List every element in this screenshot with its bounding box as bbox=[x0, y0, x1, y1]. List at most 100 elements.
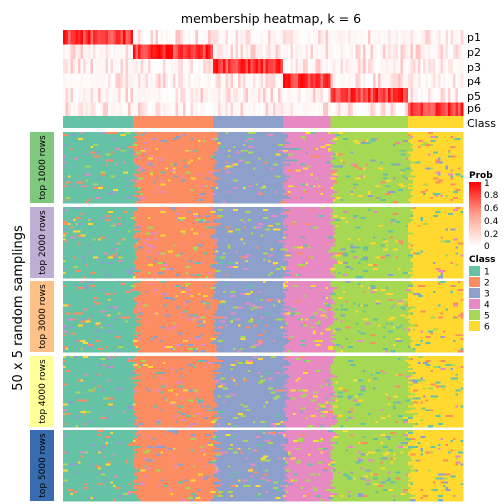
class-cell bbox=[343, 116, 346, 128]
prob-cell bbox=[143, 30, 146, 45]
membership-cell bbox=[200, 161, 211, 164]
membership-cell bbox=[278, 191, 286, 194]
membership-cell bbox=[353, 234, 361, 237]
membership-cell bbox=[190, 167, 199, 170]
membership-cell bbox=[270, 183, 281, 186]
membership-cell bbox=[370, 208, 379, 212]
membership-cell bbox=[88, 199, 91, 202]
membership-cell bbox=[108, 169, 116, 172]
membership-cell bbox=[168, 216, 176, 220]
membership-cell bbox=[68, 222, 71, 226]
membership-cell bbox=[348, 228, 354, 231]
membership-cell bbox=[403, 210, 406, 214]
membership-cell bbox=[298, 165, 309, 168]
membership-cell bbox=[98, 191, 101, 194]
membership-cell bbox=[288, 151, 294, 154]
membership-cell bbox=[95, 135, 104, 139]
membership-cell bbox=[135, 175, 139, 178]
prob-cell bbox=[230, 102, 234, 117]
prob-cell bbox=[435, 88, 439, 103]
prob-cell bbox=[353, 44, 356, 59]
membership-cell bbox=[150, 181, 154, 184]
membership-cell bbox=[148, 179, 151, 182]
membership-cell bbox=[138, 195, 144, 198]
membership-cell bbox=[190, 137, 194, 141]
membership-cell bbox=[170, 214, 179, 218]
membership-cell bbox=[340, 197, 346, 200]
membership-cell bbox=[415, 175, 424, 178]
prob-cell bbox=[455, 30, 459, 45]
membership-cell bbox=[458, 132, 464, 135]
membership-cell bbox=[65, 240, 69, 243]
class-cell bbox=[333, 116, 336, 128]
membership-cell bbox=[428, 132, 434, 135]
membership-cell bbox=[260, 167, 271, 170]
membership-cell bbox=[273, 155, 281, 158]
prob-cell bbox=[325, 73, 329, 88]
membership-cell bbox=[148, 242, 159, 245]
membership-cell bbox=[100, 216, 106, 220]
membership-cell bbox=[98, 212, 106, 216]
membership-cell bbox=[363, 167, 366, 170]
membership-cell bbox=[305, 183, 309, 186]
membership-cell bbox=[143, 135, 146, 139]
prob-cell bbox=[115, 59, 119, 74]
membership-cell bbox=[208, 139, 216, 143]
prob-cell bbox=[203, 59, 206, 74]
prob-cell bbox=[120, 88, 124, 103]
membership-cell bbox=[90, 145, 94, 149]
prob-cell bbox=[343, 88, 346, 103]
membership-cell bbox=[85, 185, 89, 188]
membership-cell bbox=[255, 226, 261, 229]
prob-cell bbox=[270, 102, 274, 117]
membership-cell bbox=[375, 232, 379, 235]
membership-cell bbox=[118, 151, 126, 154]
class-cell bbox=[373, 116, 376, 128]
membership-cell bbox=[378, 139, 389, 143]
class-cell bbox=[135, 116, 139, 128]
prob-cell bbox=[430, 102, 434, 117]
membership-cell bbox=[220, 222, 229, 226]
membership-cell bbox=[420, 132, 424, 135]
membership-cell bbox=[158, 141, 161, 145]
membership-cell bbox=[173, 189, 179, 192]
membership-cell bbox=[168, 199, 176, 202]
prob-cell bbox=[183, 73, 186, 88]
membership-cell bbox=[183, 171, 186, 174]
membership-cell bbox=[445, 226, 449, 229]
membership-cell bbox=[128, 189, 131, 192]
membership-cell bbox=[430, 189, 434, 192]
membership-cell bbox=[423, 171, 426, 174]
prob-cell bbox=[115, 44, 119, 59]
membership-cell bbox=[73, 238, 84, 241]
membership-cell bbox=[330, 207, 339, 210]
membership-cell bbox=[163, 222, 174, 226]
membership-cell bbox=[145, 153, 149, 156]
membership-cell bbox=[103, 224, 111, 228]
membership-cell bbox=[250, 132, 256, 135]
membership-cell bbox=[395, 139, 404, 143]
membership-cell bbox=[318, 226, 329, 229]
membership-cell bbox=[343, 169, 346, 172]
membership-cell bbox=[70, 240, 79, 243]
prob-cell bbox=[295, 102, 299, 117]
membership-cell bbox=[218, 199, 221, 202]
prob-cell bbox=[250, 59, 254, 74]
prob-cell bbox=[220, 88, 224, 103]
prob-cell bbox=[183, 59, 186, 74]
membership-cell bbox=[383, 214, 394, 218]
class-cell bbox=[443, 116, 446, 128]
prob-cell bbox=[278, 102, 281, 117]
class-cell bbox=[303, 116, 306, 128]
membership-cell bbox=[203, 167, 214, 170]
membership-cell bbox=[245, 171, 254, 174]
membership-cell bbox=[363, 132, 371, 135]
prob-cell bbox=[165, 44, 169, 59]
membership-cell bbox=[298, 155, 309, 158]
prob-cell bbox=[70, 88, 74, 103]
prob-cell bbox=[105, 30, 109, 45]
membership-cell bbox=[420, 135, 426, 139]
membership-cell bbox=[330, 145, 341, 149]
membership-cell bbox=[390, 183, 399, 186]
membership-cell bbox=[253, 197, 261, 200]
